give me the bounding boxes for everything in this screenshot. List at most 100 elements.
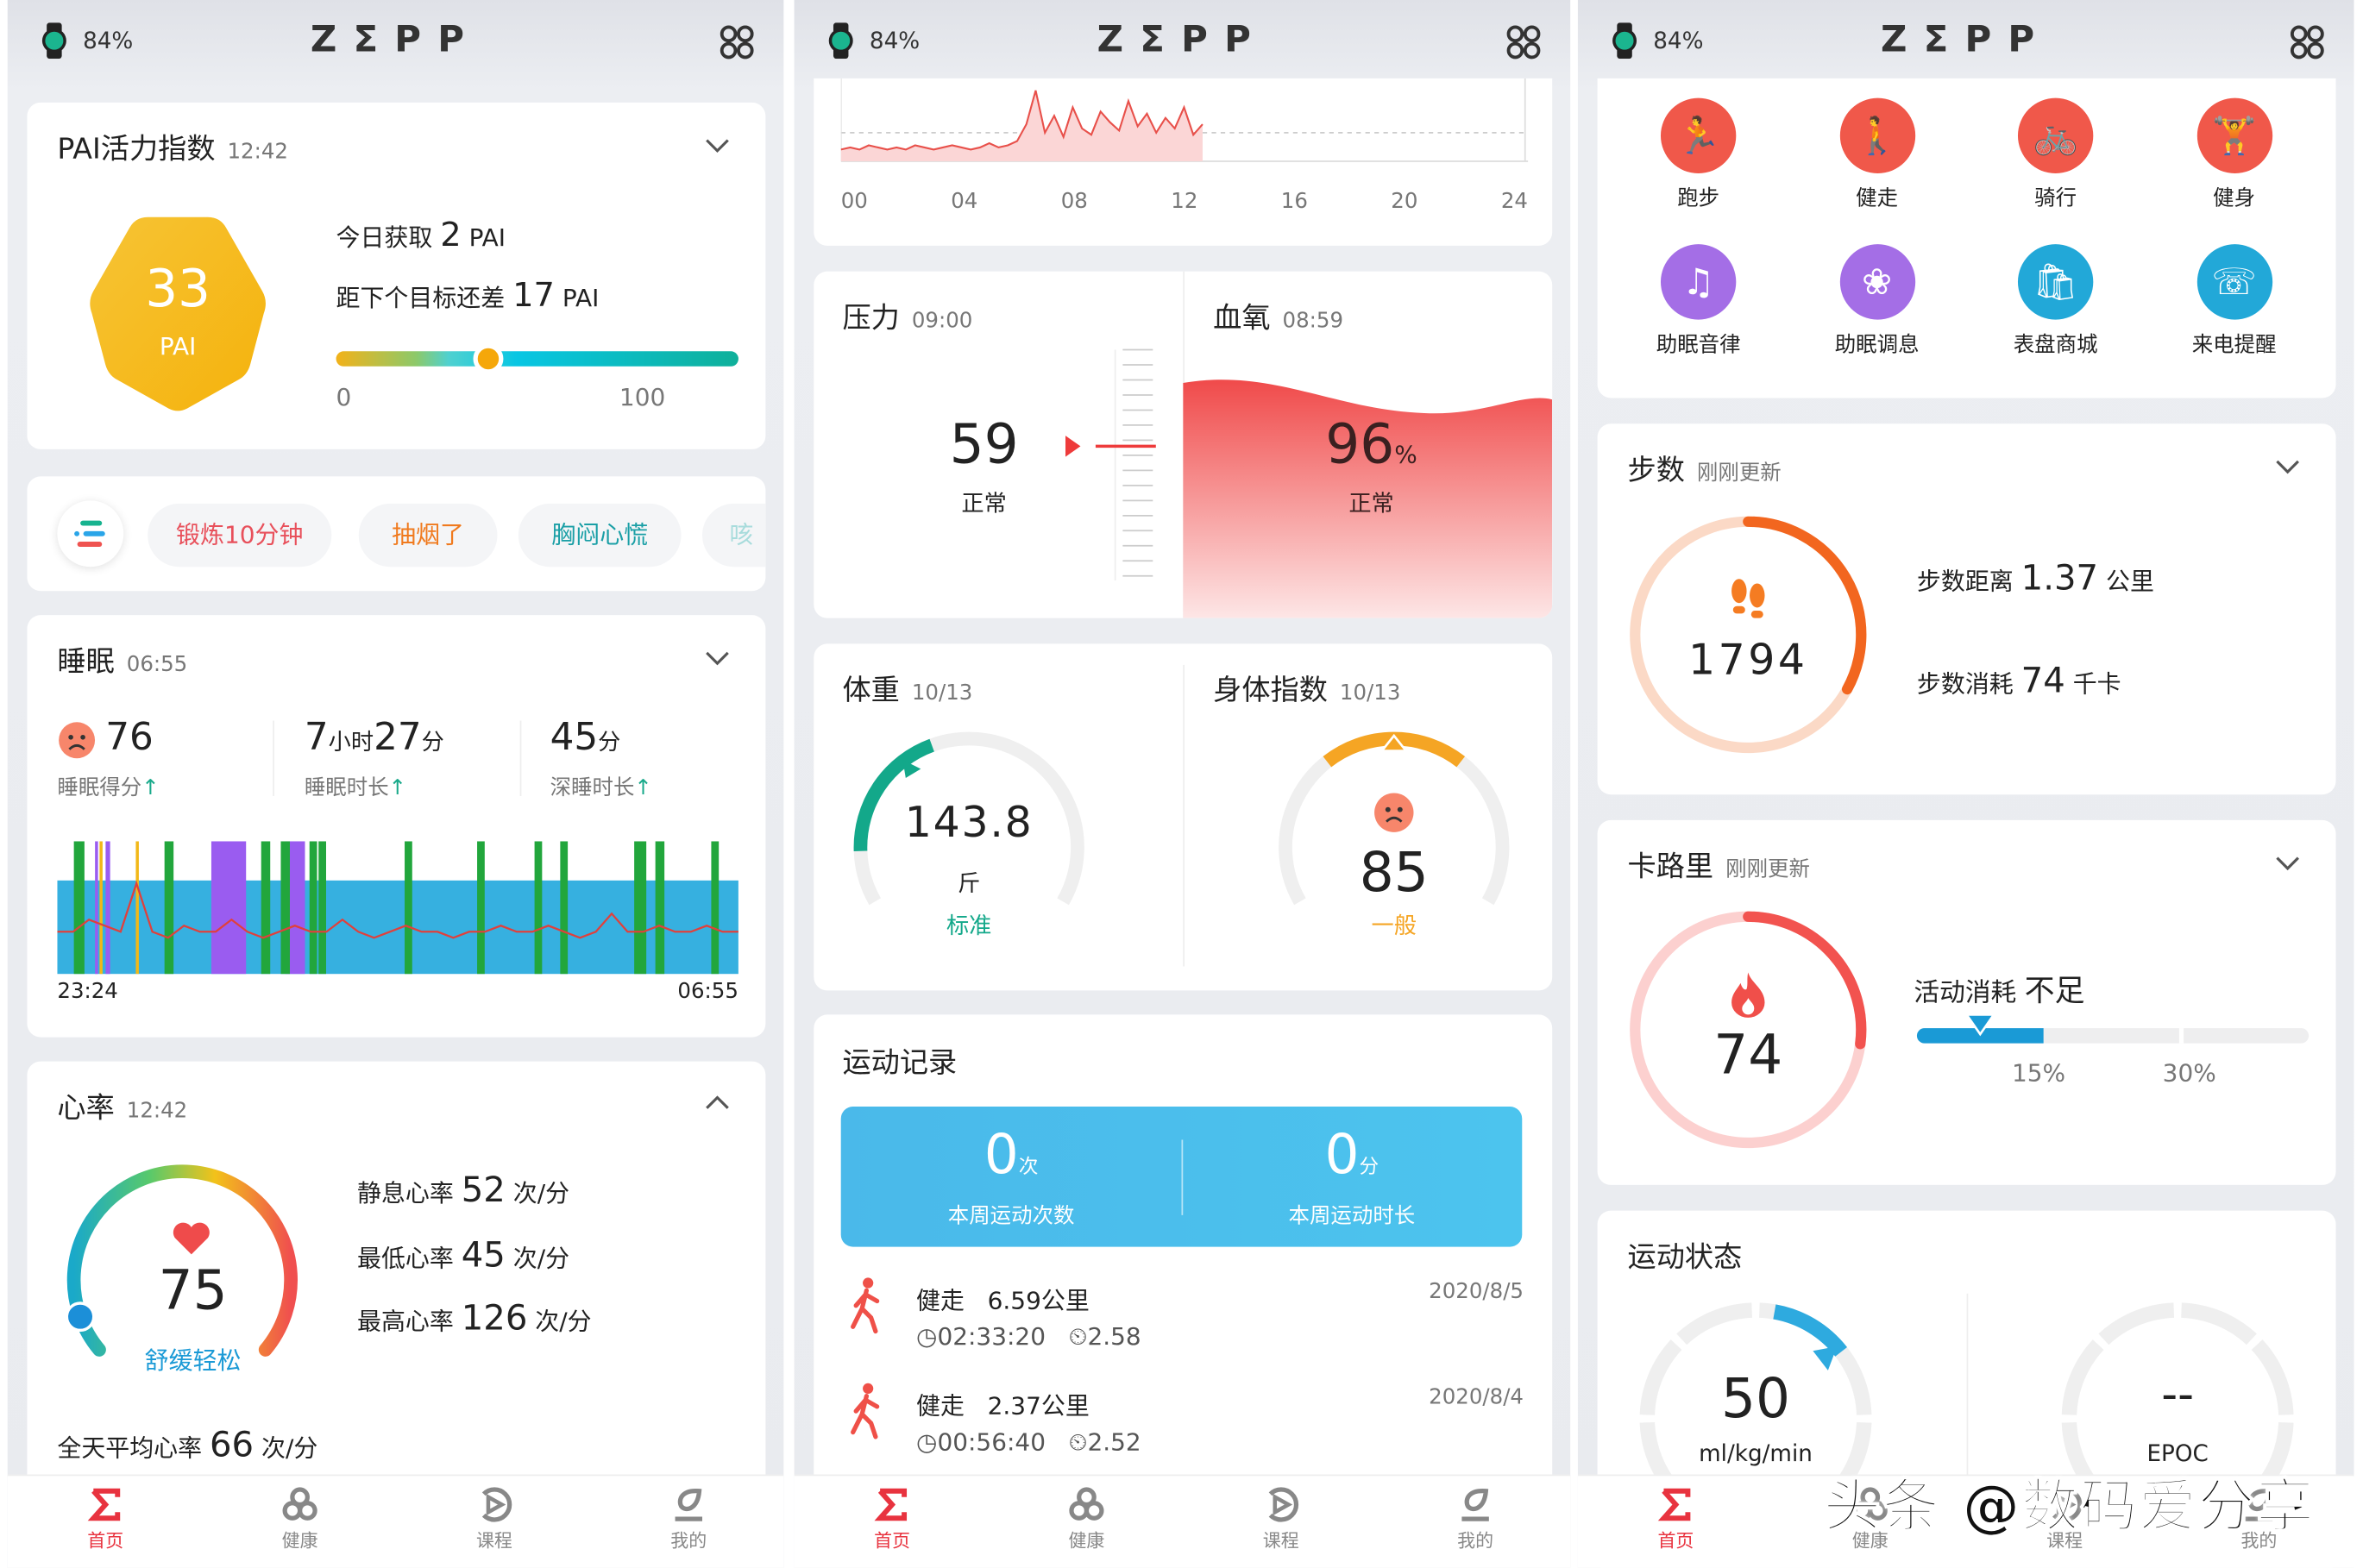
- spo2-section[interactable]: 血氧 08:59: [1213, 296, 1343, 336]
- pai-hexagon: [90, 216, 266, 411]
- awake-segment: [309, 841, 317, 975]
- watch-icon[interactable]: [41, 22, 67, 60]
- profile-icon: [675, 1489, 703, 1521]
- nav-tab-3[interactable]: 我的: [644, 1485, 734, 1553]
- hr-gauge-marker: [65, 1301, 96, 1333]
- watch-icon[interactable]: [827, 22, 854, 60]
- step-calories-label: 步数消耗: [1916, 669, 2014, 699]
- spo2-wave-area: [1183, 379, 1553, 618]
- weight-body-card: 体重 10/13 143.8 斤 标准 身体指数 10/13 85 一般: [814, 643, 1553, 991]
- marker-triangle-icon: [1964, 1013, 1995, 1037]
- nav-tab-0[interactable]: 首页: [60, 1485, 151, 1553]
- stress-section[interactable]: 压力 09:00: [842, 296, 972, 336]
- awake-segment: [261, 841, 271, 975]
- workout-pace: 2.58: [1087, 1321, 1141, 1352]
- shortcut-phone-call[interactable]: ☏ 来电提醒: [2166, 244, 2302, 359]
- clock-icon: ◷: [916, 1321, 938, 1352]
- shortcut-lotus[interactable]: ❀ 助眠调息: [1809, 244, 1945, 359]
- rest-hr-label: 静息心率: [356, 1178, 454, 1208]
- shortcut-music-note[interactable]: ♫ 助眠音律: [1631, 244, 1766, 359]
- nav-tab-label: 我的: [1457, 1530, 1494, 1552]
- nav-tab-0[interactable]: 首页: [847, 1485, 938, 1553]
- pai-card[interactable]: PAI活力指数 12:42 33 PAI 今日获取 2 PAI 距下个目标还差 1…: [27, 102, 766, 449]
- shortcut-shopping-bag[interactable]: 🛍 表盘商城: [1988, 244, 2123, 359]
- vo2max-unit: ml/kg/min: [1699, 1439, 1813, 1467]
- stress-status: 正常: [961, 490, 1007, 517]
- tag-menu-button[interactable]: [57, 500, 124, 568]
- workout-type: 健走: [916, 1286, 965, 1315]
- chevron-down-icon[interactable]: [2272, 847, 2303, 877]
- high-hr-label: 最高心率: [356, 1307, 454, 1336]
- heart-rate-card[interactable]: 心率 12:42 75 舒缓轻松 静息心率 52 次/分 最低心率 45 次/分 …: [27, 1061, 766, 1514]
- panel-home-top: 84% ZΣPP PAI活力指数 12:42 33 PAI 今日获取 2 PAI …: [7, 0, 784, 1568]
- shortcut-fitness[interactable]: 🏋 健身: [2166, 97, 2302, 213]
- sport-status-title: 运动状态: [1627, 1240, 1743, 1275]
- nav-tab-1[interactable]: 健康: [255, 1485, 345, 1553]
- ring-progress: [1743, 911, 1867, 1050]
- activity-burn-label: 活动消耗: [1914, 978, 2017, 1009]
- sleep-stage-chart[interactable]: [57, 841, 738, 980]
- tag-chip[interactable]: 抽烟了: [358, 503, 498, 568]
- body-score-section[interactable]: 身体指数 10/13: [1213, 668, 1400, 708]
- sleep-start-time: 23:24: [57, 980, 118, 1005]
- pai-today: 今日获取 2 PAI: [336, 217, 506, 255]
- daily-heart-rate-card[interactable]: 00 04 08 12 16 20 24: [814, 78, 1553, 246]
- battery-level: 84%: [869, 27, 921, 54]
- weight-section[interactable]: 体重 10/13: [842, 668, 972, 708]
- steps-card[interactable]: 步数 刚刚更新 1794 步数距离 1.37 公里 步数消耗 74 千卡: [1597, 423, 2336, 795]
- workout-record-row[interactable]: 健走 2.37公里 2020/8/4 ◷00:56:40 ⏲2.52: [814, 1379, 1552, 1472]
- nav-tab-1[interactable]: 健康: [1825, 1485, 1915, 1553]
- lotus-icon: ❀: [1838, 244, 1915, 320]
- nav-tab-label: 我的: [2240, 1530, 2278, 1552]
- chevron-up-icon[interactable]: [702, 1088, 732, 1119]
- nav-tab-3[interactable]: 我的: [1430, 1485, 1521, 1553]
- nav-tab-2[interactable]: 课程: [2020, 1485, 2110, 1553]
- health-icon: [282, 1487, 317, 1521]
- nav-tab-1[interactable]: 健康: [1041, 1485, 1132, 1553]
- heart-icon: [173, 1222, 210, 1255]
- pai-goal-label: 距下个目标还差: [336, 283, 506, 312]
- nav-tab-label: 健康: [281, 1530, 318, 1552]
- pai-progress-knob: [474, 343, 505, 374]
- time-tick: 04: [951, 190, 978, 215]
- shortcut-cycling[interactable]: 🚲 骑行: [1988, 97, 2123, 213]
- apps-grid-icon[interactable]: [1505, 24, 1542, 60]
- rem-segment: [105, 841, 110, 975]
- workout-record-row[interactable]: 健走 6.59公里 2020/8/5 ◷02:33:20 ⏲2.58: [814, 1274, 1552, 1367]
- nav-tab-2[interactable]: 课程: [1235, 1485, 1326, 1553]
- nav-tab-2[interactable]: 课程: [449, 1485, 540, 1553]
- tag-chip[interactable]: 锻炼10分钟: [148, 503, 332, 568]
- zepp-logo: ZΣPP: [310, 17, 481, 60]
- pai-goal-value: 17: [512, 277, 556, 316]
- workout-date: 2020/8/5: [1429, 1280, 1524, 1305]
- weekly-summary[interactable]: 0次 本周运动次数 0分 本周运动时长: [840, 1107, 1523, 1247]
- nav-tab-0[interactable]: 首页: [1631, 1485, 1721, 1553]
- pai-goal: 距下个目标还差 17 PAI: [336, 278, 600, 316]
- chevron-down-icon[interactable]: [702, 643, 732, 673]
- time-axis: 00 04 08 12 16 20 24: [841, 190, 1529, 220]
- workout-record-card[interactable]: 运动记录 0次 本周运动次数 0分 本周运动时长 健走 6.59公里 2020/…: [814, 1014, 1553, 1513]
- apps-grid-icon[interactable]: [719, 24, 755, 60]
- tag-chip[interactable]: 咳: [702, 503, 766, 568]
- sleep-card[interactable]: 睡眠 06:55 76 睡眠得分↑ 7小时27分 睡眠时长↑ 45分 深睡时长↑ …: [27, 615, 766, 1038]
- shortcut-walking[interactable]: 🚶 健走: [1809, 97, 1945, 213]
- calories-title: 卡路里: [1627, 850, 1714, 884]
- shortcut-label: 助眠调息: [1834, 333, 1920, 358]
- pai-today-value: 2: [440, 216, 462, 255]
- tag-chip[interactable]: 胸闷心慌: [518, 503, 682, 568]
- hr-status: 舒缓轻松: [144, 1345, 242, 1376]
- shortcut-running[interactable]: 🏃 跑步: [1631, 97, 1766, 213]
- chevron-down-icon[interactable]: [702, 129, 732, 160]
- awake-segment: [477, 841, 485, 975]
- running-icon: 🏃: [1660, 97, 1737, 174]
- sigma-home-icon: [1657, 1488, 1691, 1521]
- time-tick: 16: [1280, 190, 1308, 215]
- chevron-down-icon[interactable]: [2272, 451, 2303, 481]
- deep-sleep-unit: 分: [598, 728, 621, 756]
- watch-icon[interactable]: [1611, 22, 1637, 60]
- calories-card[interactable]: 卡路里 刚刚更新 74 活动消耗 不足 15% 30%: [1597, 819, 2336, 1185]
- apps-grid-icon[interactable]: [2289, 24, 2325, 60]
- nav-tab-3[interactable]: 我的: [2214, 1485, 2304, 1553]
- pai-time: 12:42: [227, 140, 288, 165]
- sleep-duration-label: 睡眠时长: [304, 776, 389, 801]
